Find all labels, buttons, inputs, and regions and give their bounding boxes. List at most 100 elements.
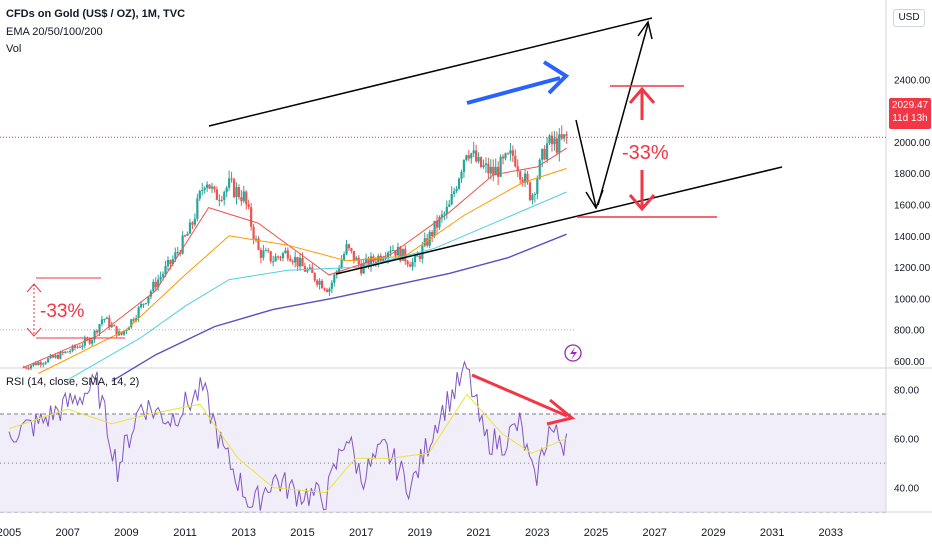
candle-body — [421, 245, 424, 259]
candle-body — [110, 325, 113, 328]
candle-body — [416, 255, 419, 257]
candle-body — [555, 138, 558, 153]
ema-line-1 — [23, 147, 567, 368]
candle-body — [108, 317, 111, 328]
candle-body — [523, 173, 527, 183]
candle-body — [501, 156, 505, 159]
candle-body — [367, 258, 370, 267]
candle-body — [335, 271, 338, 275]
lightning-icon-ring — [564, 344, 582, 362]
candle-body — [418, 255, 421, 259]
candle-body — [325, 289, 329, 292]
candle-body — [250, 207, 253, 227]
candle-body — [269, 251, 272, 262]
time-tick-label: 2029 — [701, 527, 725, 539]
candle-body — [516, 166, 519, 172]
candle-body — [86, 338, 89, 340]
candle-body — [34, 363, 38, 366]
candle-body — [565, 134, 568, 136]
candle-body — [521, 179, 524, 183]
candle-body — [338, 268, 341, 272]
candle-body — [560, 134, 563, 139]
candle-body — [64, 351, 67, 353]
candle-body — [352, 250, 355, 261]
candle-body — [514, 155, 517, 167]
candle-body — [47, 358, 50, 363]
blue-arrowhead — [542, 60, 570, 95]
ema-line-3 — [67, 191, 567, 381]
candle-body — [259, 249, 263, 258]
candle-body — [528, 182, 532, 201]
candle-body — [103, 319, 106, 321]
candle-body — [399, 246, 402, 261]
last-price-value: 2029.47 — [891, 100, 929, 111]
candle-body — [531, 195, 534, 201]
candle-body — [69, 350, 72, 352]
time-tick-label: 2033 — [819, 527, 843, 539]
candle-body — [455, 188, 458, 192]
candle-body — [313, 272, 316, 281]
candle-body — [306, 269, 309, 272]
candle-body — [49, 355, 52, 359]
candle-body — [272, 261, 275, 263]
candle-body — [499, 156, 502, 177]
candle-body — [235, 187, 238, 198]
candle-body — [228, 178, 231, 188]
percent-label-left: -33% — [40, 301, 84, 322]
price-tick-label: 1800.00 — [894, 169, 931, 180]
candle-body — [330, 282, 333, 289]
ema-legend[interactable]: EMA 20/50/100/200 — [6, 26, 103, 38]
candle-body — [492, 166, 495, 176]
candle-body — [166, 259, 170, 266]
candle-body — [435, 220, 439, 228]
candle-body — [291, 261, 294, 263]
candle-body — [274, 256, 277, 262]
candle-body — [210, 186, 214, 189]
candle-body — [147, 296, 150, 303]
candle-body — [406, 261, 409, 265]
candle-body — [382, 258, 385, 261]
candle-body — [154, 281, 157, 288]
candle-body — [198, 191, 201, 199]
time-tick-label: 2017 — [349, 527, 373, 539]
candle-body — [132, 319, 135, 321]
rsi-divergence-arrow — [471, 373, 568, 418]
candle-body — [553, 138, 556, 145]
candle-body — [404, 248, 407, 262]
candle-body — [225, 187, 228, 193]
candle-body — [174, 252, 177, 260]
candle-body — [484, 163, 488, 166]
candle-body — [350, 248, 353, 251]
measure-down-arrowhead — [628, 194, 656, 212]
ema-line-4 — [111, 233, 567, 382]
candle-body — [208, 184, 211, 189]
candle-body — [443, 213, 446, 215]
candle-body — [88, 339, 91, 344]
rsi-line — [8, 360, 568, 511]
candle-body — [252, 226, 255, 240]
candle-body — [105, 317, 108, 320]
candle-body — [247, 204, 250, 208]
candle-body — [61, 352, 64, 354]
candle-body — [276, 256, 280, 258]
candle-body — [472, 150, 475, 154]
candle-body — [54, 354, 57, 358]
candle-body — [394, 250, 397, 256]
candle-body — [188, 222, 192, 234]
candle-body — [384, 258, 387, 260]
candle-body — [545, 143, 549, 160]
rsi-legend[interactable]: RSI (14, close, SMA, 14, 2) — [6, 376, 140, 388]
currency-button[interactable]: USD — [893, 9, 925, 27]
candle-body — [91, 339, 94, 344]
vol-legend[interactable]: Vol — [6, 43, 22, 55]
candle-body — [37, 362, 40, 366]
candle-body — [264, 250, 267, 252]
measure-up-arrowhead — [628, 86, 656, 104]
candles — [22, 125, 568, 371]
candle-body — [181, 235, 184, 254]
candle-body — [296, 256, 299, 267]
rsi-tick-label: 80.00 — [894, 385, 919, 396]
candle-body — [536, 178, 539, 195]
